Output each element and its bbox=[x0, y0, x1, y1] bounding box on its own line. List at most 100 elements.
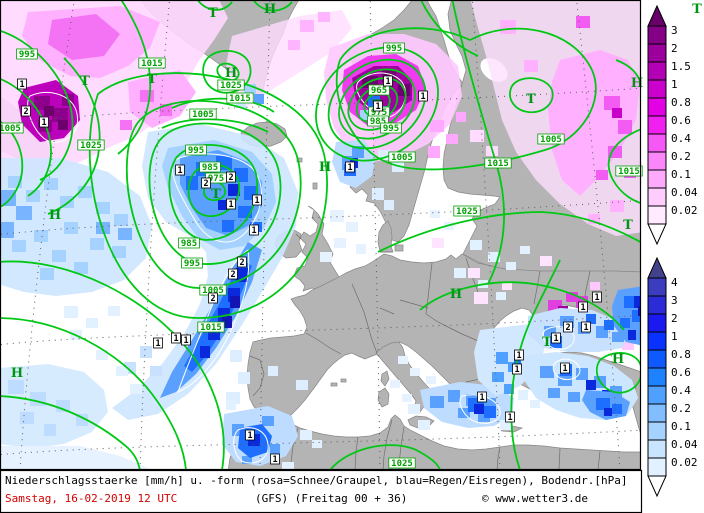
snow-legend-tick-label: 2 bbox=[671, 42, 678, 55]
high-pressure-center: H bbox=[631, 76, 643, 91]
precip-max-label: 1 bbox=[251, 226, 256, 236]
isobar-label: 995 bbox=[19, 50, 35, 60]
precip-max-label: 2 bbox=[23, 107, 28, 117]
snow-legend-swatch bbox=[647, 43, 667, 63]
caption-title: Niederschlagsstaerke [mm/h] u. -form (ro… bbox=[5, 474, 628, 487]
precip-max-label-box bbox=[345, 161, 355, 173]
snow-legend-tick-label: 0.02 bbox=[671, 204, 698, 217]
isobar-label-box bbox=[181, 257, 203, 269]
precip-max-label-box bbox=[39, 116, 49, 128]
precip-max-label: 2 bbox=[228, 173, 233, 183]
isobar-label-box bbox=[388, 457, 416, 469]
high-pressure-center: H bbox=[225, 66, 237, 81]
precip-max-label-box bbox=[245, 429, 255, 441]
isobar-label: 985 bbox=[181, 239, 197, 249]
high-pressure-center: H bbox=[11, 366, 23, 381]
isobar-label: 1005 bbox=[192, 110, 214, 120]
isobar-label: 965 bbox=[371, 86, 387, 96]
isobar-label: 995 bbox=[383, 124, 399, 134]
low-pressure-center: T bbox=[623, 218, 633, 233]
isobar-label: 1015 bbox=[229, 94, 251, 104]
isobar-label: 1025 bbox=[80, 141, 102, 151]
precip-max-label: 1 bbox=[553, 334, 558, 344]
isobar-label-box bbox=[226, 92, 254, 104]
low-pressure-center: T bbox=[80, 74, 90, 89]
rain-legend-swatch bbox=[647, 295, 667, 315]
precip-max-label-box bbox=[551, 332, 561, 344]
caption-credit: © www.wetter3.de bbox=[482, 492, 588, 505]
precip-max-label-box bbox=[563, 321, 573, 333]
snow-legend-swatch bbox=[647, 205, 667, 225]
precip-max-label-box bbox=[383, 75, 393, 87]
isobar-label-box bbox=[189, 108, 217, 120]
isobar-label: 1015 bbox=[200, 323, 222, 333]
isobar-label-box bbox=[0, 122, 24, 134]
isobar-label-box bbox=[217, 79, 245, 91]
rain-legend-tick-label: 2 bbox=[671, 312, 678, 325]
precip-max-label-box bbox=[171, 332, 181, 344]
precip-max-label-box bbox=[21, 105, 31, 117]
isobar-label-box bbox=[368, 84, 390, 96]
precip-max-label: 1 bbox=[583, 323, 588, 333]
snow-legend-swatch bbox=[647, 151, 667, 171]
isobar-label-box bbox=[367, 115, 389, 127]
land-faroe bbox=[296, 157, 303, 163]
rain-legend-tick-label: 0.8 bbox=[671, 348, 691, 361]
land-denmark-islands bbox=[394, 244, 404, 252]
caption-datetime: Samstag, 16-02-2019 12 UTC bbox=[5, 492, 177, 505]
snow-legend-tick-label: 0.6 bbox=[671, 114, 691, 127]
low-pressure-center: T bbox=[211, 187, 221, 202]
isobar-label-box bbox=[138, 57, 166, 69]
precip-max-label-box bbox=[578, 301, 588, 313]
precip-max-label-box bbox=[226, 198, 236, 210]
isobar-label-box bbox=[383, 42, 405, 54]
isobar-label: 985 bbox=[370, 117, 386, 127]
isobar-label: 1025 bbox=[391, 459, 413, 469]
isobar-label-box bbox=[199, 161, 221, 173]
precip-max-label-box bbox=[208, 292, 218, 304]
precip-max-label: 1 bbox=[562, 364, 567, 374]
snow-legend-swatch bbox=[647, 79, 667, 99]
precip-max-label: 2 bbox=[239, 258, 244, 268]
snow-legend-swatch bbox=[647, 97, 667, 117]
precip-max-label: 1 bbox=[479, 393, 484, 403]
precip-max-label: 1 bbox=[177, 166, 182, 176]
rain-legend-tick-label: 0.1 bbox=[671, 420, 691, 433]
isobar-label: 1015 bbox=[487, 159, 509, 169]
precip-max-label: 1 bbox=[19, 80, 24, 90]
snow-legend-arrow-bottom bbox=[647, 223, 667, 246]
snow-legend-swatch bbox=[647, 115, 667, 135]
snow-legend-swatch bbox=[647, 25, 667, 45]
rain-legend-arrow-top bbox=[647, 256, 667, 279]
caption-model-run: (GFS) (Freitag 00 + 36) bbox=[255, 492, 407, 505]
isobar-label: 1015 bbox=[618, 167, 640, 177]
land-balearic bbox=[340, 378, 347, 383]
land-great-britain bbox=[293, 205, 342, 292]
high-pressure-center: H bbox=[319, 160, 331, 175]
rain-legend-tick-label: 0.4 bbox=[671, 384, 691, 397]
precip-max-label-box bbox=[592, 291, 602, 303]
precip-max-label-box bbox=[505, 411, 515, 423]
precip-max-label-box bbox=[512, 363, 522, 375]
precip-max-label: 1 bbox=[41, 118, 46, 128]
snow-legend-swatch bbox=[647, 169, 667, 189]
isobar-label-box bbox=[77, 139, 105, 151]
precip-max-label: 1 bbox=[594, 293, 599, 303]
precip-max-label: 1 bbox=[516, 351, 521, 361]
isobar-label: 1005 bbox=[540, 135, 562, 145]
precip-max-label: 1 bbox=[173, 334, 178, 344]
isobar-label-box bbox=[380, 122, 402, 134]
isobar-label: 1005 bbox=[391, 153, 413, 163]
precip-max-label: 1 bbox=[155, 339, 160, 349]
precip-max-label-box bbox=[581, 321, 591, 333]
precip-max-label: 1 bbox=[580, 303, 585, 313]
isobar-label-box bbox=[185, 144, 207, 156]
snow-legend-swatch bbox=[647, 133, 667, 153]
rain-legend-tick-label: 3 bbox=[671, 294, 678, 307]
precip-max-label: 1 bbox=[228, 200, 233, 210]
rain-legend-tick-label: 0.2 bbox=[671, 402, 691, 415]
low-pressure-center: T bbox=[526, 92, 536, 107]
low-pressure-center: T bbox=[692, 2, 702, 17]
snow-legend-tick-label: 0.2 bbox=[671, 150, 691, 163]
